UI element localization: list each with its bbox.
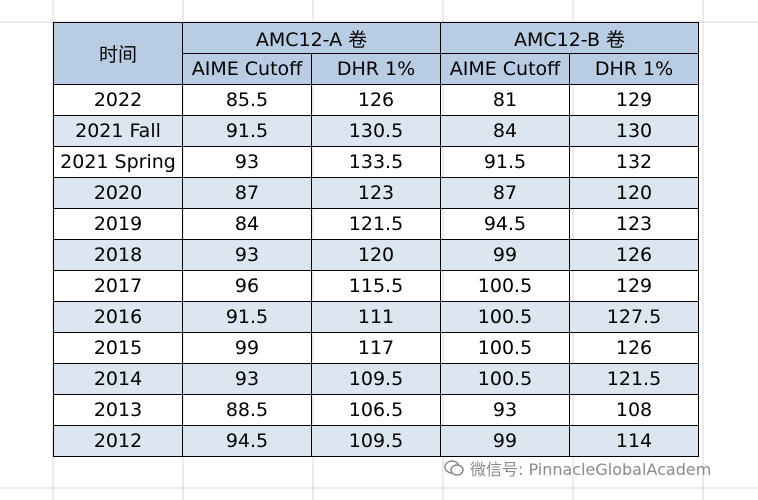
score-cell: 93: [182, 239, 312, 271]
score-cell: 96: [182, 270, 312, 302]
score-cell: 84: [182, 208, 312, 240]
score-cell: 126: [311, 84, 441, 116]
time-cell: 2021 Spring: [53, 146, 183, 178]
score-cell: 81: [440, 84, 570, 116]
score-cell: 117: [311, 332, 441, 364]
time-cell: 2016: [53, 301, 183, 333]
score-cell: 94.5: [440, 208, 570, 240]
score-cell: 114: [569, 425, 699, 457]
time-cell: 2018: [53, 239, 183, 271]
score-cell: 91.5: [182, 301, 312, 333]
score-cell: 88.5: [182, 394, 312, 426]
score-cell: 99: [440, 239, 570, 271]
score-cell: 106.5: [311, 394, 441, 426]
table-row: 2013 88.5 106.5 93 108: [53, 394, 699, 426]
score-cell: 109.5: [311, 363, 441, 395]
score-cell: 126: [569, 332, 699, 364]
time-cell: 2020: [53, 177, 183, 209]
score-cell: 84: [440, 115, 570, 147]
time-cell: 2012: [53, 425, 183, 457]
table-row: 2019 84 121.5 94.5 123: [53, 208, 699, 240]
score-cell: 100.5: [440, 270, 570, 302]
time-cell: 2017: [53, 270, 183, 302]
score-cell: 127.5: [569, 301, 699, 333]
score-cell: 93: [182, 146, 312, 178]
score-cell: 123: [311, 177, 441, 209]
score-cell: 99: [182, 332, 312, 364]
table-row: 2017 96 115.5 100.5 129: [53, 270, 699, 302]
score-cell: 115.5: [311, 270, 441, 302]
group-header: AMC12-B 卷: [440, 22, 699, 54]
score-cell: 130: [569, 115, 699, 147]
table-row: 2015 99 117 100.5 126: [53, 332, 699, 364]
score-cell: 130.5: [311, 115, 441, 147]
score-cell: 100.5: [440, 332, 570, 364]
time-cell: 2013: [53, 394, 183, 426]
score-table: 时间 AMC12-A 卷 AMC12-B 卷 AIME Cutoff DHR 1…: [53, 22, 699, 457]
group-header: AMC12-A 卷: [182, 22, 441, 54]
watermark-text: 微信号: PinnacleGlobalAcadem: [470, 460, 712, 479]
time-cell: 2021 Fall: [53, 115, 183, 147]
wechat-icon: [444, 460, 464, 476]
table-row: 2020 87 123 87 120: [53, 177, 699, 209]
score-cell: 121.5: [569, 363, 699, 395]
sub-header: AIME Cutoff: [182, 53, 312, 85]
score-cell: 99: [440, 425, 570, 457]
table-row: 2014 93 109.5 100.5 121.5: [53, 363, 699, 395]
score-cell: 93: [440, 394, 570, 426]
score-cell: 94.5: [182, 425, 312, 457]
table-row: 2012 94.5 109.5 99 114: [53, 425, 699, 457]
score-cell: 93: [182, 363, 312, 395]
score-cell: 100.5: [440, 363, 570, 395]
watermark: 微信号: PinnacleGlobalAcadem: [444, 456, 711, 480]
time-cell: 2014: [53, 363, 183, 395]
score-cell: 121.5: [311, 208, 441, 240]
score-cell: 132: [569, 146, 699, 178]
score-cell: 111: [311, 301, 441, 333]
score-cell: 100.5: [440, 301, 570, 333]
table-row: 2021 Fall 91.5 130.5 84 130: [53, 115, 699, 147]
score-cell: 108: [569, 394, 699, 426]
table-row: 2022 85.5 126 81 129: [53, 84, 699, 116]
score-cell: 87: [182, 177, 312, 209]
score-cell: 129: [569, 270, 699, 302]
time-cell: 2019: [53, 208, 183, 240]
time-cell: 2022: [53, 84, 183, 116]
score-cell: 85.5: [182, 84, 312, 116]
score-cell: 120: [569, 177, 699, 209]
score-cell: 123: [569, 208, 699, 240]
score-cell: 133.5: [311, 146, 441, 178]
score-cell: 91.5: [182, 115, 312, 147]
score-cell: 87: [440, 177, 570, 209]
sub-header: DHR 1%: [569, 53, 699, 85]
score-cell: 91.5: [440, 146, 570, 178]
table-body: 2022 85.5 126 81 129 2021 Fall 91.5 130.5 84 130 2…: [53, 84, 699, 457]
score-cell: 120: [311, 239, 441, 271]
score-cell: 109.5: [311, 425, 441, 457]
sub-header: AIME Cutoff: [440, 53, 570, 85]
table-row: 2021 Spring 93 133.5 91.5 132: [53, 146, 699, 178]
table-row: 2018 93 120 99 126: [53, 239, 699, 271]
score-cell: 126: [569, 239, 699, 271]
score-cell: 129: [569, 84, 699, 116]
time-header: 时间: [53, 22, 183, 85]
sub-header: DHR 1%: [311, 53, 441, 85]
time-cell: 2015: [53, 332, 183, 364]
table-row: 2016 91.5 111 100.5 127.5: [53, 301, 699, 333]
